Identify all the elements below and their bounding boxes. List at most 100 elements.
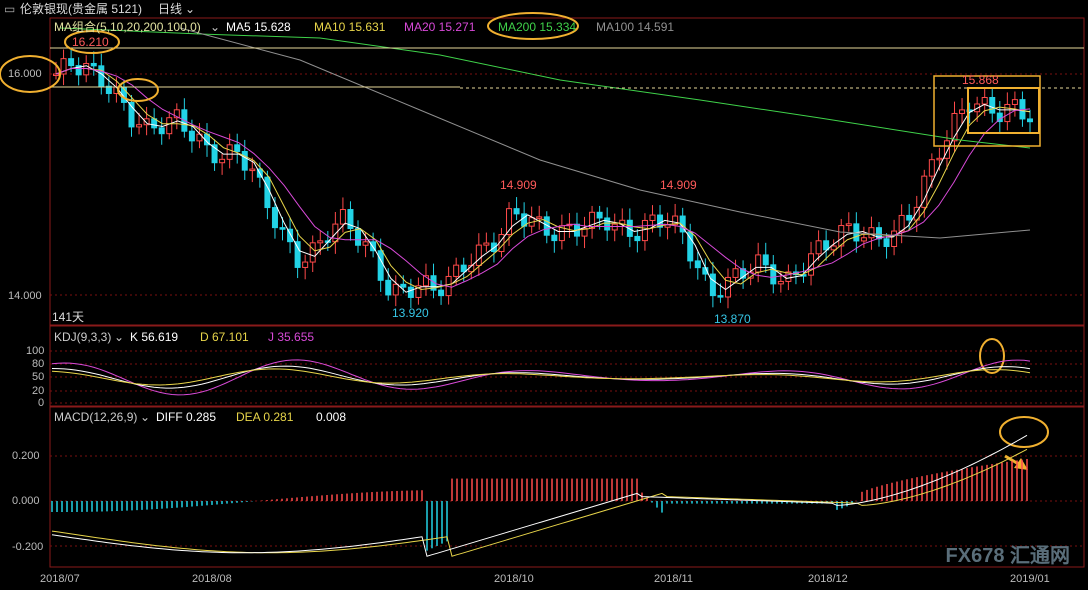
candle-body xyxy=(1027,118,1033,123)
candle-body xyxy=(581,227,588,237)
candle-body xyxy=(838,225,845,247)
candle-body xyxy=(415,285,422,298)
candle-body xyxy=(347,209,354,230)
x-tick-dec: 2018/12 xyxy=(808,573,848,585)
candle-body xyxy=(271,207,278,229)
candle-body xyxy=(506,208,513,236)
price-label-peak2: 14.909 xyxy=(660,178,697,192)
price-label-recent-high: 15.868 xyxy=(962,73,999,87)
macd-tick-pos: 0.200 xyxy=(12,450,40,462)
x-tick-jan: 2019/01 xyxy=(1010,573,1050,585)
candle-body xyxy=(370,241,377,252)
annotation-circle-high xyxy=(64,30,120,54)
candle-body xyxy=(860,237,867,242)
candle-body xyxy=(128,101,135,128)
candle-body xyxy=(732,268,739,278)
candle-body xyxy=(75,65,82,76)
candle-body xyxy=(241,150,248,171)
candle-body xyxy=(407,286,414,298)
candle-body xyxy=(422,275,429,287)
x-tick-nov: 2018/11 xyxy=(654,573,693,585)
annotation-circle-ma200 xyxy=(487,12,579,40)
candle-body xyxy=(483,242,490,246)
candle-body xyxy=(1004,103,1011,123)
candle-body xyxy=(649,214,656,221)
candle-body xyxy=(989,97,996,114)
kdj-tick-20: 20 xyxy=(32,385,45,397)
candle-body xyxy=(362,241,369,246)
kdj-k-line xyxy=(51,365,1031,389)
candle-body xyxy=(158,127,165,135)
candle-body xyxy=(604,217,611,231)
ma100-line xyxy=(179,27,1031,239)
candle-body xyxy=(589,211,596,229)
price-label-high: 16.210 xyxy=(72,35,109,49)
candle-body xyxy=(830,245,837,251)
candle-body xyxy=(355,228,362,246)
macd-dea-line xyxy=(51,448,1028,557)
candle-body xyxy=(400,283,407,288)
candle-body xyxy=(136,124,143,128)
candle-body xyxy=(377,250,384,281)
candle-body xyxy=(868,227,875,239)
kdj-tick-80: 80 xyxy=(32,358,45,370)
period-selector[interactable]: 日线 xyxy=(158,2,183,16)
ma20-line xyxy=(55,67,1031,288)
price-label-low2: 13.870 xyxy=(714,312,751,326)
candle-body xyxy=(1011,99,1018,105)
kdj-label[interactable]: KDJ(9,3,3) xyxy=(54,330,112,344)
ma-indicator-label[interactable]: MA组合(5,10,20,200,100,0) xyxy=(54,20,201,34)
candle-body xyxy=(943,140,950,159)
candle-body xyxy=(928,159,935,177)
candle-body xyxy=(173,109,180,119)
x-tick-aug: 2018/08 xyxy=(192,573,232,585)
kdj-chevron-icon[interactable]: ⌄ xyxy=(114,330,125,344)
kdj-j-value: J 35.655 xyxy=(268,330,315,344)
ma5-line xyxy=(55,65,1031,293)
candle-body xyxy=(777,280,784,285)
candle-body xyxy=(234,144,241,152)
ma10-value: MA10 15.631 xyxy=(314,20,386,34)
candle-body xyxy=(226,144,233,160)
kdj-k-value: K 56.619 xyxy=(130,330,179,344)
price-label-low1: 13.920 xyxy=(392,306,429,320)
candle-body xyxy=(634,235,641,242)
candle-body xyxy=(959,109,966,114)
candle-body xyxy=(475,244,482,266)
candle-body xyxy=(536,216,543,219)
macd-tick-neg: -0.200 xyxy=(12,541,44,553)
candle-body xyxy=(90,62,97,67)
candle-body xyxy=(891,230,898,247)
macd-chevron-icon[interactable]: ⌄ xyxy=(140,410,151,424)
candle-body xyxy=(981,97,988,105)
kdj-tick-0: 0 xyxy=(38,397,45,409)
candle-body xyxy=(785,271,792,282)
annotation-box-inner xyxy=(967,87,1040,134)
candle-body xyxy=(166,117,173,135)
candle-body xyxy=(951,112,958,142)
kdj-j-line xyxy=(51,359,1031,396)
macd-dea-value: DEA 0.281 xyxy=(236,410,294,424)
candle-body xyxy=(815,240,822,255)
candle-body xyxy=(672,215,679,226)
candle-body xyxy=(717,295,724,298)
candle-body xyxy=(98,65,105,87)
instrument-title: 伦敦银现(贵金属 5121) xyxy=(20,2,143,16)
candle-body xyxy=(740,268,747,279)
candle-body xyxy=(68,58,75,67)
candle-body xyxy=(460,264,467,273)
window-icon[interactable]: ▭ xyxy=(4,2,16,16)
macd-label[interactable]: MACD(12,26,9) xyxy=(54,410,138,424)
candle-body xyxy=(921,175,928,208)
candle-body xyxy=(936,157,943,161)
chevron-down-icon[interactable]: ⌄ xyxy=(185,2,196,16)
candle-body xyxy=(596,211,603,219)
annotation-circle-cross xyxy=(117,78,159,102)
candle-body xyxy=(60,58,67,75)
candle-body xyxy=(883,238,890,247)
candle-body xyxy=(823,240,830,251)
y-tick-16: 16.000 xyxy=(8,68,42,80)
candle-body xyxy=(339,209,346,225)
ma-chevron-icon[interactable]: ⌄ xyxy=(210,20,221,34)
